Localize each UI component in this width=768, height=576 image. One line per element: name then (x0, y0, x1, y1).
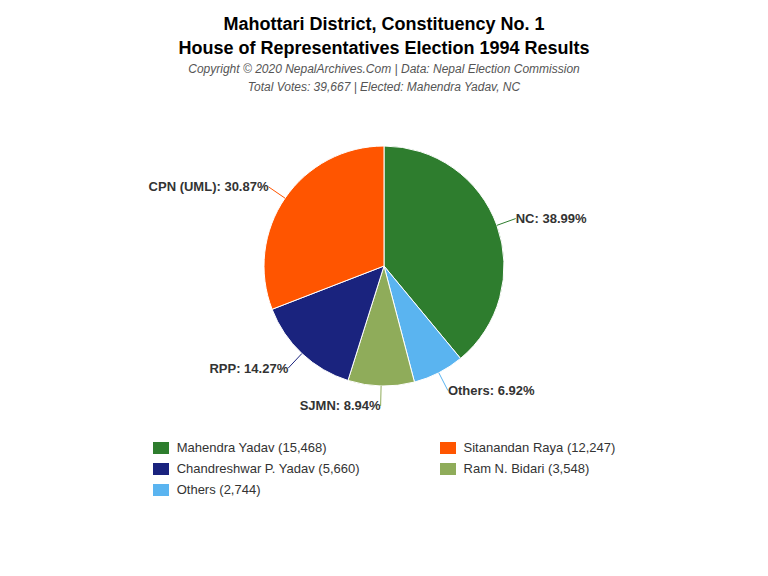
html-text:Chandreshwar P. Yadav (5,660): Chandreshwar P. Yadav (5,660) (176, 461, 360, 476)
html-text:Copyright © 2020 NepalArchives: Copyright © 2020 NepalArchives.Com | Dat… (188, 62, 580, 76)
html-text:Sitanandan Raya (12,247): Sitanandan Raya (12,247) (463, 440, 616, 455)
svg-text:NC: 38.99%: NC: 38.99% (516, 211, 587, 226)
html-text:Others (2,744): Others (2,744) (176, 482, 261, 497)
html-text:Ram N. Bidari (3,548): Ram N. Bidari (3,548) (463, 461, 590, 476)
html-text:Mahottari District, Constituen: Mahottari District, Constituency No. 1 (223, 14, 545, 34)
svg-text:Others: 6.92%: Others: 6.92% (448, 383, 535, 398)
svg-text:CPN (UML): 30.87%: CPN (UML): 30.87% (149, 179, 269, 194)
html-text:Mahendra Yadav (15,468): Mahendra Yadav (15,468) (176, 440, 327, 455)
svg-text:RPP: 14.27%: RPP: 14.27% (209, 361, 288, 376)
svg-text:SJMN: 8.94%: SJMN: 8.94% (300, 398, 381, 413)
html-text:Total Votes: 39,667 | Elected:: Total Votes: 39,667 | Elected: Mahendra … (247, 80, 521, 94)
html-text:House of Representatives Elect: House of Representatives Election 1994 R… (178, 38, 590, 58)
